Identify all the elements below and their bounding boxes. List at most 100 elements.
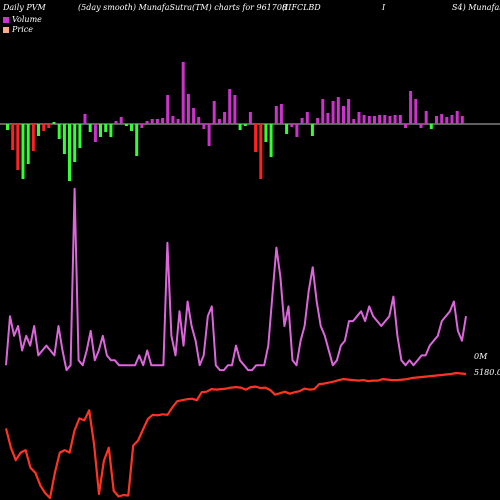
histogram-bar — [104, 124, 108, 132]
histogram-bar — [409, 91, 413, 124]
legend-volume-label: Volume — [12, 15, 42, 24]
histogram-bar — [197, 117, 201, 124]
histogram-bar — [248, 112, 252, 124]
histogram-bar — [6, 124, 9, 130]
histogram-bar — [336, 97, 340, 124]
histogram-bar — [404, 124, 407, 128]
histogram-bar — [414, 99, 418, 124]
histogram-bar — [83, 114, 87, 124]
volume-value-label: 0M — [474, 352, 488, 361]
histogram-bar — [62, 124, 66, 154]
histogram-bar — [440, 114, 444, 124]
histogram-bar — [212, 101, 216, 124]
histogram-bar — [161, 118, 165, 124]
histogram-bar — [171, 116, 175, 124]
histogram-bar — [352, 119, 356, 124]
histogram-bar — [119, 117, 123, 124]
legend-price-swatch — [3, 26, 9, 33]
histogram-bar — [383, 115, 387, 124]
histogram-bar — [88, 124, 92, 132]
histogram-bar — [207, 124, 211, 146]
histogram-bar — [264, 124, 268, 142]
histogram-bar — [373, 116, 376, 124]
histogram-bar — [99, 124, 102, 137]
histogram-bar — [166, 95, 170, 124]
histogram-bar — [316, 118, 320, 124]
histogram-bar — [388, 116, 392, 124]
histogram-bar — [259, 124, 263, 179]
histogram-bar — [68, 124, 71, 181]
histogram-bar — [145, 121, 149, 124]
volume-line — [5, 187, 467, 372]
histogram-bar — [310, 124, 314, 136]
price-line — [4, 371, 467, 500]
histogram-bar — [419, 124, 423, 128]
histogram-bar — [305, 112, 309, 124]
histogram-bar — [398, 115, 402, 124]
histogram-bar — [274, 106, 278, 124]
histogram-bar — [378, 115, 382, 124]
histogram-bar — [223, 112, 227, 124]
histogram-bar — [42, 124, 46, 131]
histogram-bar — [21, 124, 25, 179]
histogram-bar — [16, 124, 20, 170]
histogram-bar — [342, 106, 345, 124]
histogram-bar — [347, 99, 351, 124]
histogram-bar — [140, 124, 144, 128]
histogram-bar — [52, 122, 56, 124]
histogram-bar — [279, 104, 283, 124]
histogram-bar — [367, 116, 371, 124]
histogram-bar — [135, 124, 139, 156]
histogram-bar — [31, 124, 35, 151]
histogram-bar — [114, 121, 118, 124]
chart-header-title: (5day smooth) MunafaSutra(TM) charts for… — [78, 3, 288, 12]
histogram-bar — [393, 115, 397, 124]
histogram-bar — [57, 124, 61, 139]
histogram-bar — [124, 124, 128, 126]
histogram-bar — [186, 94, 190, 124]
histogram-bar — [130, 124, 133, 131]
chart-header-separator: I — [382, 3, 386, 12]
chart-header-symbol: (IIFCLBD — [282, 3, 321, 12]
histogram-bar — [285, 124, 289, 134]
histogram-bar — [300, 118, 304, 124]
histogram-bar — [192, 108, 196, 124]
histogram-bar — [37, 124, 40, 136]
histogram-bar — [243, 124, 247, 126]
histogram-bar — [445, 117, 449, 124]
histogram-bar — [176, 119, 180, 124]
histogram-bar — [155, 119, 159, 124]
histogram-bar — [429, 124, 433, 129]
histogram-bar — [238, 124, 242, 130]
legend-price: Price — [3, 25, 33, 34]
histogram-bar — [435, 116, 438, 124]
chart-header-brand: S4) MunafaSutr — [452, 3, 500, 12]
histogram-bar — [217, 119, 221, 124]
histogram-bar — [424, 111, 428, 124]
histogram-bar — [357, 112, 361, 124]
histogram-bar — [233, 95, 237, 124]
chart-header-left: Daily PVM — [3, 3, 46, 12]
histogram-bar — [181, 62, 185, 124]
histogram-bar — [321, 99, 325, 124]
histogram-bar — [47, 124, 51, 128]
histogram-bar — [109, 124, 113, 137]
histogram-bar — [202, 124, 206, 129]
legend-price-label: Price — [12, 25, 33, 34]
histogram-bar — [331, 101, 335, 124]
histogram-bar — [269, 124, 273, 157]
histogram-bar — [78, 124, 82, 148]
histogram-bar — [295, 124, 299, 137]
histogram-bar — [455, 111, 459, 124]
histogram-bar — [11, 124, 15, 150]
histogram-bar — [290, 124, 294, 127]
histogram-bar — [93, 124, 97, 142]
histogram-bar — [460, 116, 464, 124]
legend-volume-swatch — [3, 16, 9, 23]
histogram-bar — [26, 124, 30, 164]
legend-volume: Volume — [3, 15, 42, 24]
histogram-bar — [254, 124, 258, 152]
histogram-bar — [228, 89, 232, 124]
